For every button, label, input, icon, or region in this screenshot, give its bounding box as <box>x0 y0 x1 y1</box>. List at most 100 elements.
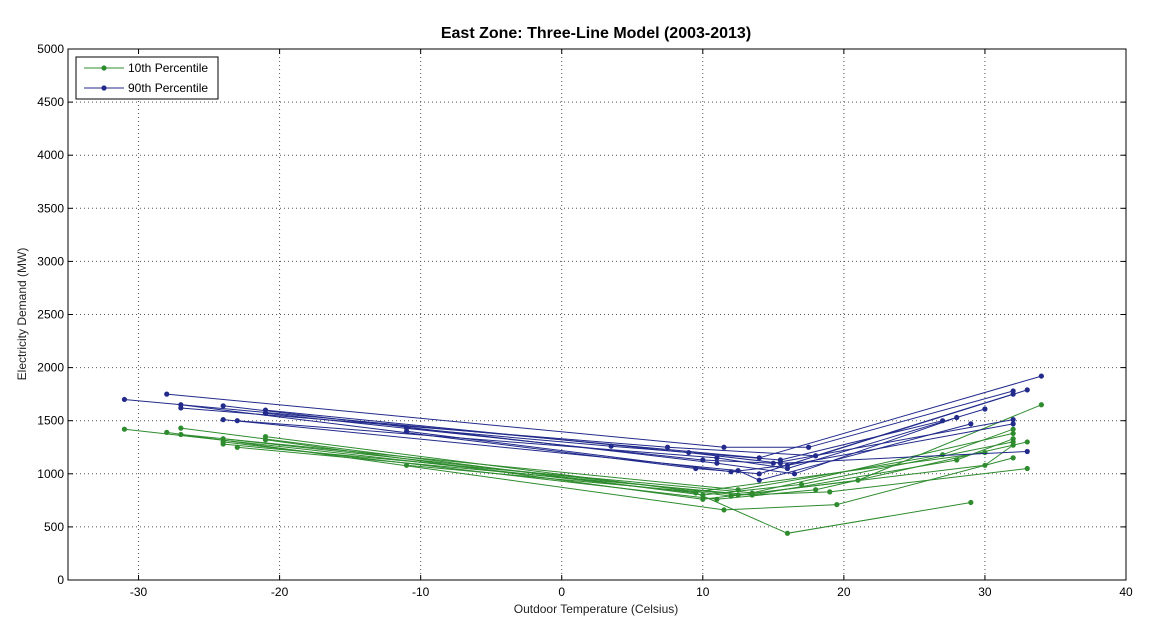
data-point <box>700 492 706 498</box>
grid <box>68 49 1126 580</box>
x-tick-label: 30 <box>978 585 992 599</box>
x-tick-label: -10 <box>412 585 430 599</box>
y-tick-label: 0 <box>57 573 64 587</box>
data-point <box>791 471 798 477</box>
series-layer <box>121 373 1044 536</box>
series-line <box>406 423 1014 473</box>
data-point <box>178 425 184 431</box>
chart-title: East Zone: Three-Line Model (2003-2013) <box>441 25 751 42</box>
data-point <box>121 426 128 432</box>
x-tick-label: 10 <box>696 585 710 599</box>
data-point <box>777 457 783 463</box>
series-line <box>166 431 1014 511</box>
data-point <box>728 469 734 475</box>
legend-box <box>75 56 219 100</box>
data-point <box>714 455 720 461</box>
data-point <box>164 429 170 435</box>
x-tick-label: 40 <box>1119 585 1133 599</box>
data-point <box>178 405 184 411</box>
series-line <box>223 405 957 475</box>
data-point <box>700 496 706 502</box>
data-point <box>121 396 128 403</box>
series-line <box>237 408 986 470</box>
data-point <box>1024 439 1030 445</box>
data-point <box>1038 402 1044 408</box>
data-point <box>664 444 671 450</box>
data-point <box>1010 417 1016 423</box>
x-tick-label: -20 <box>271 585 289 599</box>
y-tick-label: 1000 <box>37 467 64 481</box>
legend-entry: 10th Percentile <box>128 61 208 75</box>
data-point <box>827 489 833 495</box>
data-point <box>220 441 226 447</box>
legend-marker <box>101 65 107 71</box>
data-point <box>982 462 988 468</box>
series-line <box>223 438 1028 496</box>
series-line <box>223 419 971 481</box>
data-point <box>608 443 614 449</box>
data-point <box>178 431 184 438</box>
x-tick-label: -30 <box>130 585 148 599</box>
data-point <box>234 418 240 424</box>
y-axis-label: Electricity Demand (MW) <box>15 248 29 381</box>
data-point <box>1010 442 1016 448</box>
series-line <box>180 393 1014 457</box>
series-line <box>406 420 943 461</box>
y-tick-label: 2000 <box>37 361 64 375</box>
data-point <box>806 444 812 450</box>
data-point <box>954 457 960 463</box>
data-point <box>1010 455 1016 461</box>
data-point <box>721 507 727 513</box>
data-point <box>784 462 791 468</box>
data-point <box>693 489 699 495</box>
series-line <box>265 409 1028 464</box>
data-point <box>1010 391 1016 397</box>
data-point <box>798 481 805 488</box>
data-point <box>220 417 226 423</box>
data-point <box>1010 426 1016 432</box>
legend: 10th Percentile 90th Percentile <box>75 56 219 100</box>
series-0 <box>121 402 1044 536</box>
data-point <box>1010 430 1016 437</box>
data-point <box>1038 373 1044 379</box>
series-1 <box>121 373 1044 483</box>
data-point <box>756 471 762 477</box>
data-point <box>262 437 269 443</box>
data-point <box>784 530 791 536</box>
y-tick-label: 4500 <box>37 95 64 109</box>
legend-marker <box>101 85 107 91</box>
series-line <box>180 389 1028 475</box>
data-point <box>403 428 410 434</box>
y-tick-label: 2500 <box>37 308 64 322</box>
data-point <box>982 449 988 456</box>
data-point <box>714 460 720 466</box>
data-point <box>982 406 988 412</box>
y-tick-label: 500 <box>44 520 64 534</box>
data-point <box>1024 465 1030 472</box>
data-point <box>968 499 974 506</box>
series-line <box>265 412 1014 464</box>
y-tick-label: 5000 <box>37 42 64 56</box>
data-point <box>721 444 727 450</box>
data-point <box>220 403 226 409</box>
y-tick-label: 3000 <box>37 254 64 268</box>
data-point <box>756 477 762 483</box>
data-point <box>700 457 706 463</box>
data-point <box>940 418 946 424</box>
data-point <box>1024 448 1030 455</box>
data-point <box>1010 436 1016 442</box>
x-tick-label: 0 <box>558 585 565 599</box>
y-tick-label: 1500 <box>37 414 64 428</box>
y-tick-label: 3500 <box>37 201 64 215</box>
series-line <box>265 439 1014 500</box>
x-axis-label: Outdoor Temperature (Celsius) <box>514 602 679 616</box>
series-line <box>265 404 1042 497</box>
data-point <box>164 391 170 397</box>
legend-entry: 90th Percentile <box>128 81 208 95</box>
x-tick-label: 20 <box>837 585 851 599</box>
data-point <box>1010 421 1016 427</box>
data-point <box>940 452 946 458</box>
data-point <box>1024 387 1030 393</box>
y-tick-label: 4000 <box>37 148 64 162</box>
